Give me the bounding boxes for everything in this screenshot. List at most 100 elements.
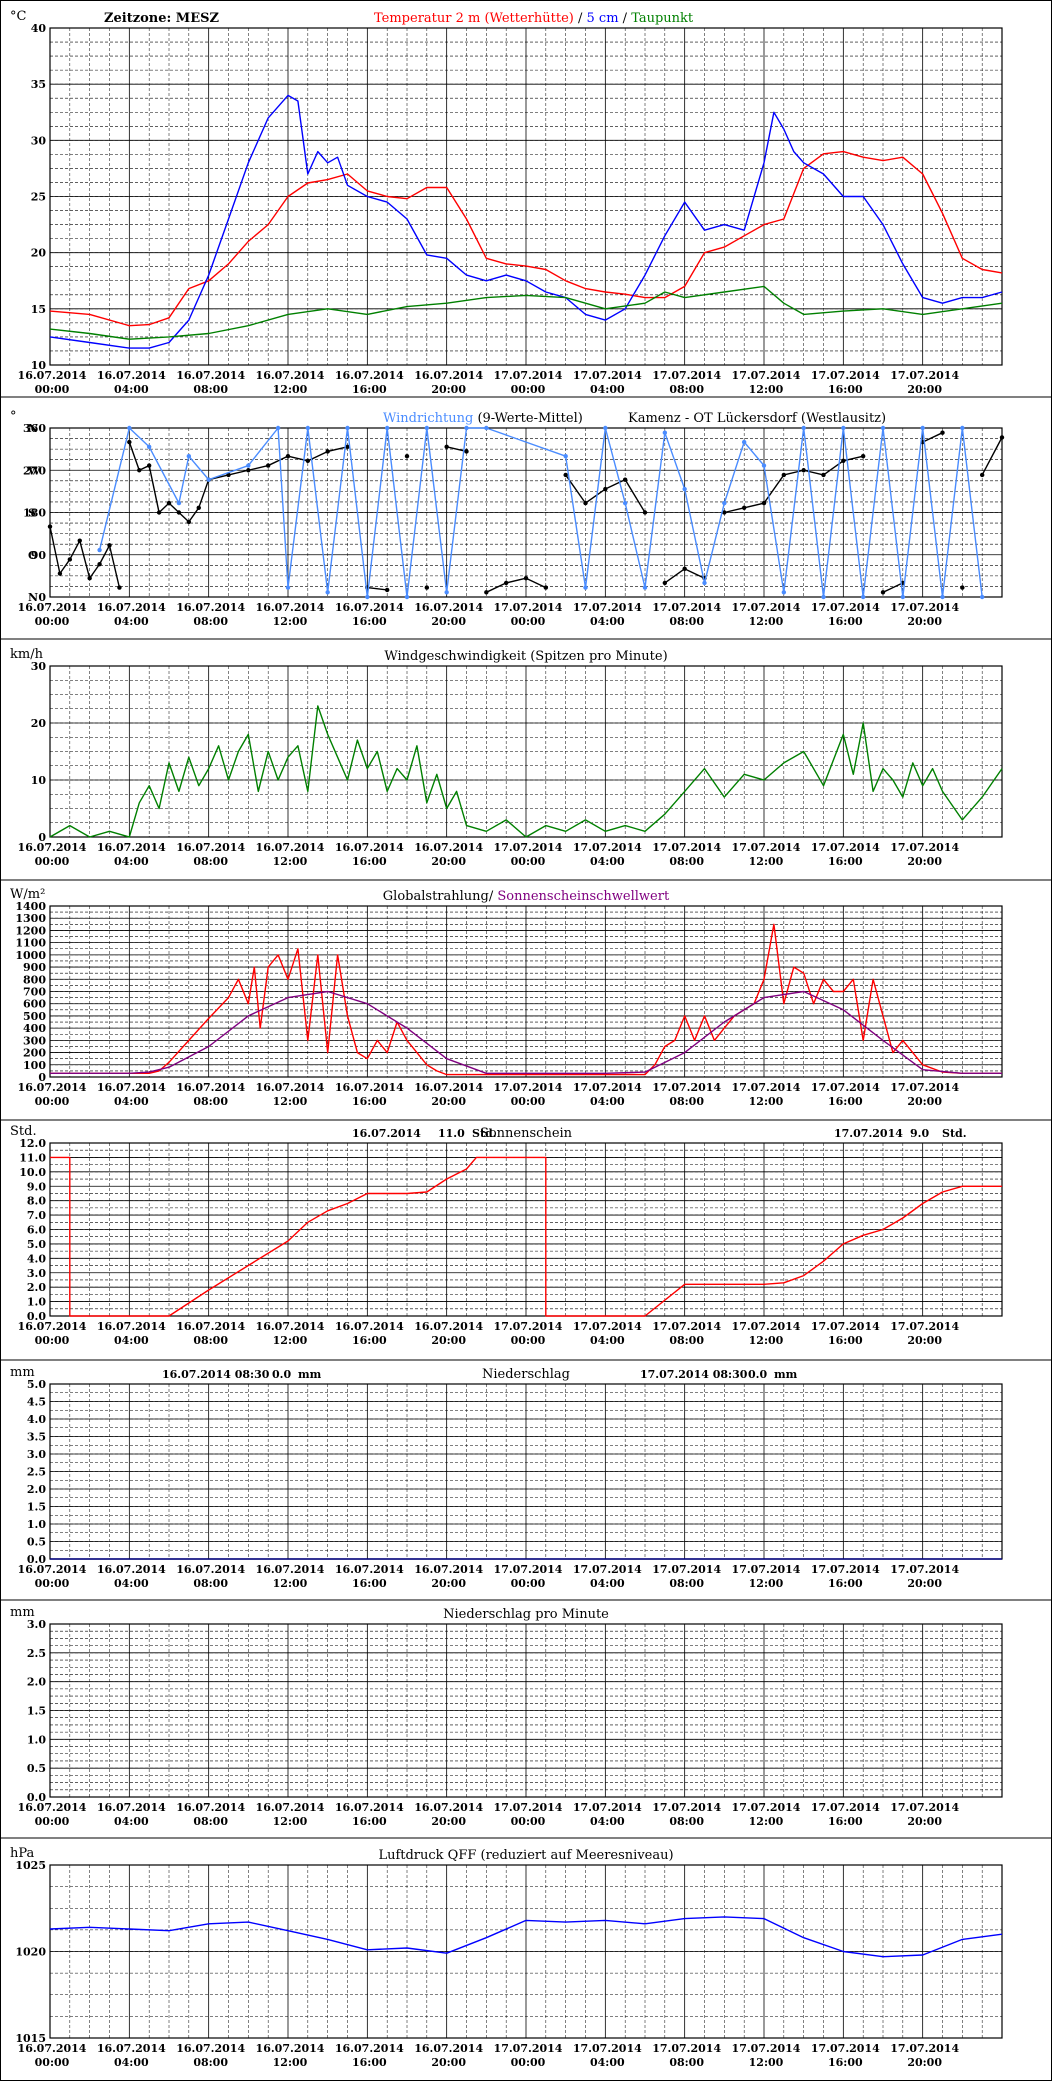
- x-time-label: 04:00: [114, 1577, 149, 1590]
- x-date-label: 17.07.2014: [890, 1801, 959, 1814]
- x-date-label: 17.07.2014: [494, 1563, 563, 1576]
- series-line: [49, 705, 1003, 838]
- y-tick-label: 3.0: [27, 1448, 46, 1461]
- x-time-label: 20:00: [431, 1815, 466, 1828]
- series-link: [644, 432, 666, 588]
- x-time-label: 04:00: [114, 615, 149, 628]
- chart-title: Globalstrahlung/ Sonnenscheinschwellwert: [383, 889, 670, 904]
- x-time-label: 16:00: [352, 1334, 387, 1347]
- x-time-label: 16:00: [352, 383, 387, 396]
- x-time-label: 20:00: [431, 2056, 466, 2069]
- y-tick-label: 200: [23, 1047, 46, 1060]
- x-date-label: 16.07.2014: [18, 601, 87, 614]
- summary-value: 0.0: [748, 1368, 767, 1381]
- y-tick-label: 0.0: [27, 1310, 46, 1323]
- series-link: [802, 427, 825, 598]
- y-tick-label: 5.0: [27, 1378, 46, 1391]
- y-tick-label: 270: [23, 464, 46, 477]
- x-date-label: 17.07.2014: [732, 1081, 801, 1094]
- x-time-label: 04:00: [590, 615, 625, 628]
- series-link: [803, 469, 824, 476]
- y-tick-label: 15: [31, 303, 46, 316]
- series-link: [506, 577, 527, 584]
- chart-temperature: 10 15 20 25 30 35 40 °C Temperatur 2 m (Wetterhü…: [0, 9, 1052, 398]
- x-date-label: 17.07.2014: [652, 1081, 721, 1094]
- x-date-label: 16.07.2014: [335, 1801, 404, 1814]
- unit-label: km/h: [10, 647, 44, 662]
- x-date-label: 17.07.2014: [732, 369, 801, 382]
- x-time-label: 08:00: [193, 1095, 228, 1108]
- x-time-label: 00:00: [35, 383, 70, 396]
- y-tick-label: 2.5: [27, 1647, 46, 1660]
- data-point: [860, 453, 866, 459]
- x-date-label: 16.07.2014: [18, 2042, 87, 2055]
- series-link: [902, 427, 924, 598]
- x-time-label: 08:00: [193, 1577, 228, 1590]
- series-link: [248, 464, 269, 471]
- x-time-label: 04:00: [114, 1095, 149, 1108]
- chart-title: Sonnenschein: [480, 1126, 573, 1141]
- x-time-label: 20:00: [431, 1577, 466, 1590]
- unit-label: °C: [10, 9, 27, 24]
- x-date-label: 17.07.2014: [573, 601, 642, 614]
- y-tick-label: 600: [23, 998, 46, 1011]
- series-link: [128, 427, 150, 448]
- x-date-label: 17.07.2014: [573, 841, 642, 854]
- series-line: [50, 990, 1002, 1075]
- series-link: [367, 586, 388, 591]
- unit-label: mm: [10, 1365, 35, 1380]
- y-dir-label: O: [28, 549, 38, 562]
- x-date-label: 16.07.2014: [256, 2042, 325, 2055]
- unit-label: Std.: [10, 1124, 37, 1139]
- x-time-label: 16:00: [828, 2056, 863, 2069]
- x-time-label: 20:00: [907, 2056, 942, 2069]
- y-tick-label: 300: [23, 1034, 46, 1047]
- x-date-label: 16.07.2014: [335, 1563, 404, 1576]
- x-time-label: 20:00: [907, 1815, 942, 1828]
- y-tick-label: 1300: [15, 912, 46, 925]
- summary-date: 16.07.2014 08:30: [162, 1368, 270, 1381]
- x-time-label: 16:00: [828, 855, 863, 868]
- x-date-label: 17.07.2014: [494, 369, 563, 382]
- x-time-label: 16:00: [828, 615, 863, 628]
- x-date-label: 17.07.2014: [811, 1081, 880, 1094]
- x-date-label: 16.07.2014: [414, 2042, 483, 2055]
- x-time-label: 16:00: [828, 383, 863, 396]
- x-time-label: 08:00: [669, 1815, 704, 1828]
- series-link: [188, 507, 200, 523]
- x-date-label: 16.07.2014: [176, 1081, 245, 1094]
- y-tick-label: 10.0: [19, 1166, 46, 1179]
- series-link: [79, 540, 91, 579]
- series-link: [564, 456, 587, 588]
- chart-global_radiation: 0100200300400500600700800900100011001200…: [0, 887, 1052, 1121]
- y-tick-label: 0: [38, 591, 46, 604]
- x-time-label: 04:00: [590, 1095, 625, 1108]
- x-time-label: 08:00: [669, 2056, 704, 2069]
- x-time-label: 00:00: [35, 1815, 70, 1828]
- series-link: [783, 469, 804, 476]
- x-date-label: 16.07.2014: [97, 1320, 166, 1333]
- x-time-label: 04:00: [114, 1334, 149, 1347]
- x-time-label: 08:00: [193, 615, 228, 628]
- y-tick-label: 2.0: [27, 1483, 46, 1496]
- y-tick-label: 8.0: [27, 1195, 46, 1208]
- x-time-label: 20:00: [907, 855, 942, 868]
- x-time-label: 08:00: [193, 1334, 228, 1347]
- x-date-label: 17.07.2014: [573, 1081, 642, 1094]
- x-time-label: 04:00: [114, 383, 149, 396]
- x-time-label: 12:00: [273, 2056, 308, 2069]
- x-date-label: 16.07.2014: [176, 601, 245, 614]
- x-time-label: 16:00: [828, 1815, 863, 1828]
- unit-label: °: [10, 409, 17, 424]
- x-time-label: 08:00: [669, 615, 704, 628]
- x-date-label: 16.07.2014: [414, 369, 483, 382]
- y-tick-label: 1.0: [27, 1518, 46, 1531]
- y-tick-label: 3.0: [27, 1267, 46, 1280]
- series-link: [277, 427, 289, 588]
- series-link: [724, 507, 745, 514]
- series-link: [148, 465, 160, 513]
- y-tick-label: 3.0: [27, 1618, 46, 1631]
- data-point: [444, 444, 449, 449]
- x-time-label: 16:00: [352, 855, 387, 868]
- x-date-label: 16.07.2014: [335, 1081, 404, 1094]
